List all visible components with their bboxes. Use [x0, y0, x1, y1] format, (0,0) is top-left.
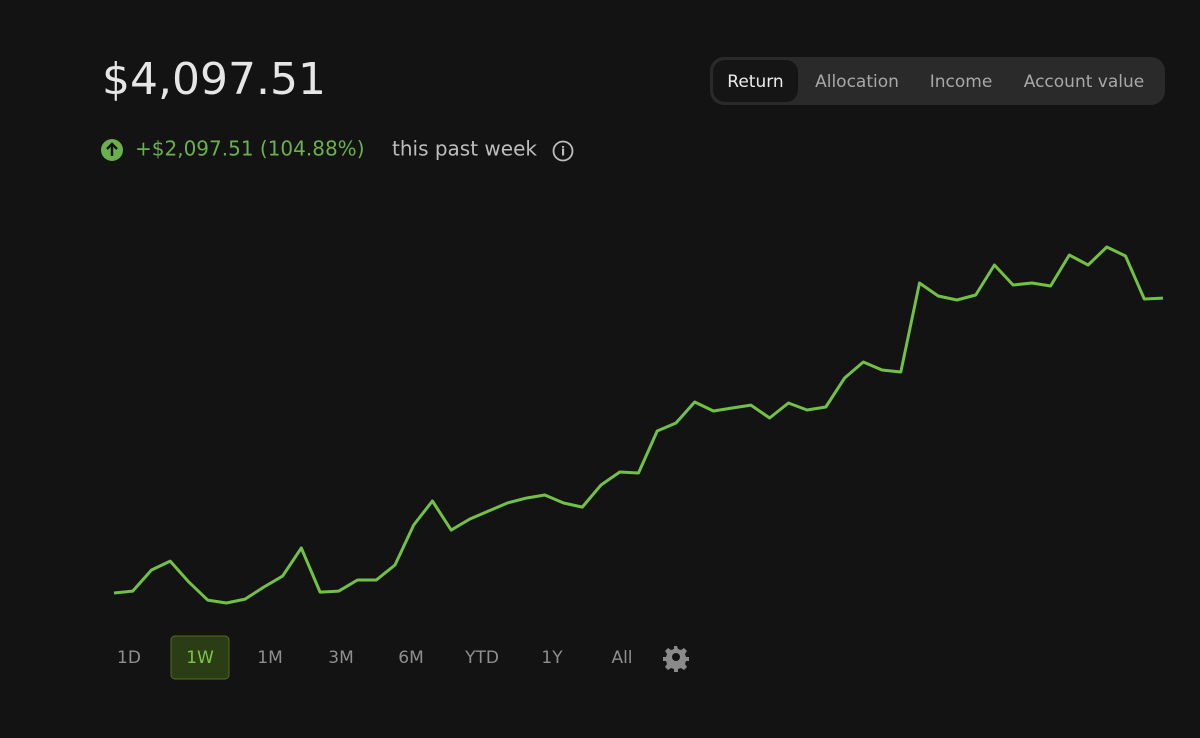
range-button[interactable]: 1W: [186, 648, 214, 668]
info-i: i: [561, 145, 565, 159]
range-button[interactable]: 1D: [117, 648, 141, 668]
up-arrow: [106, 142, 118, 156]
range-button[interactable]: All: [611, 648, 632, 668]
balance: $4,097.51: [102, 54, 326, 105]
tab-selected-bg: [713, 60, 798, 102]
settings-icon-hole: [672, 653, 680, 661]
range-button[interactable]: 1M: [257, 648, 282, 668]
period: this past week: [392, 137, 537, 161]
info-icon[interactable]: [552, 140, 574, 162]
range-button[interactable]: 6M: [398, 648, 423, 668]
tab[interactable]: Account value: [1024, 72, 1144, 92]
range-button[interactable]: YTD: [464, 648, 499, 668]
tab[interactable]: Return: [727, 72, 783, 92]
return-line: [113, 245, 1164, 605]
range-button[interactable]: 3M: [328, 648, 353, 668]
tab[interactable]: Income: [930, 72, 993, 92]
change: +$2,097.51 (104.88%): [135, 137, 365, 161]
tab[interactable]: Allocation: [815, 72, 899, 92]
range-button[interactable]: 1Y: [541, 648, 563, 668]
tab-bar: [710, 57, 1165, 105]
range-selected-bg: [170, 635, 230, 680]
